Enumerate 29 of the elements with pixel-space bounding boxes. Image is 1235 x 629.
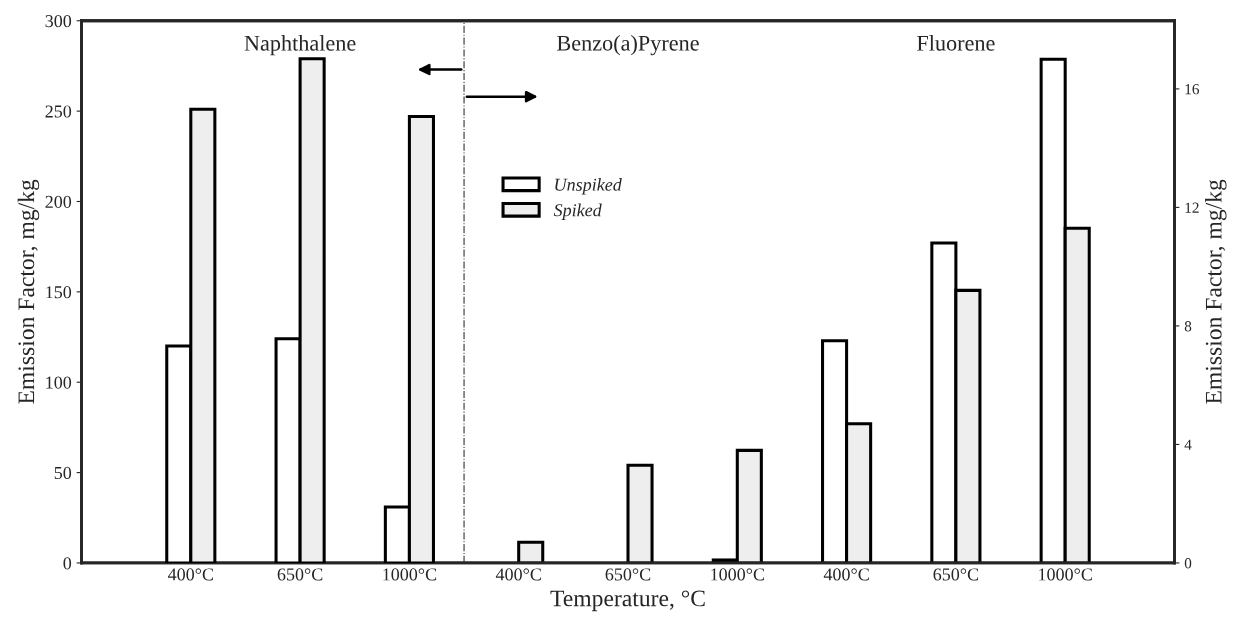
y-tick-label: 250	[45, 105, 72, 118]
y-tick-label: 300	[45, 15, 72, 28]
annotation: Benzo(a)Pyrene	[557, 35, 699, 56]
y2-axis-title: Emission Factor, mg/kg	[1205, 179, 1227, 404]
y-axis-title: Emission Factor, mg/kg	[17, 179, 40, 404]
x-tick-label: 1000°C	[383, 568, 437, 581]
y-tick-label: 150	[46, 286, 72, 299]
x-tick-label: 400°C	[167, 568, 213, 581]
y-tick-label: 100	[46, 376, 72, 389]
x-tick-label: 1000°C	[1039, 568, 1092, 581]
y2-tick-label: 4	[1184, 439, 1192, 450]
x-tick-label: 400°C	[823, 568, 869, 581]
y2-tick-label: 16	[1185, 84, 1200, 95]
annotation: Fluorene	[917, 35, 995, 51]
x-tick-label: 650°C	[605, 568, 651, 581]
x-tick-label: 400°C	[495, 568, 541, 581]
y2-tick-label: 8	[1184, 321, 1192, 332]
x-tick-label: 650°C	[277, 568, 323, 581]
legend-label: Spiked	[553, 203, 602, 220]
x-tick-label: 1000°C	[711, 568, 764, 581]
x-axis-title: Temperature, °C	[550, 590, 705, 612]
x-tick-label: 650°C	[933, 568, 979, 581]
y2-tick-label: 0	[1184, 558, 1192, 569]
y2-tick-label: 12	[1185, 202, 1199, 213]
y-tick-label: 200	[45, 195, 72, 208]
y-tick-label: 50	[54, 466, 72, 480]
annotation: Naphthalene	[244, 35, 356, 56]
legend-label: Unspiked	[555, 178, 622, 195]
y-tick-label: 0	[63, 557, 72, 570]
